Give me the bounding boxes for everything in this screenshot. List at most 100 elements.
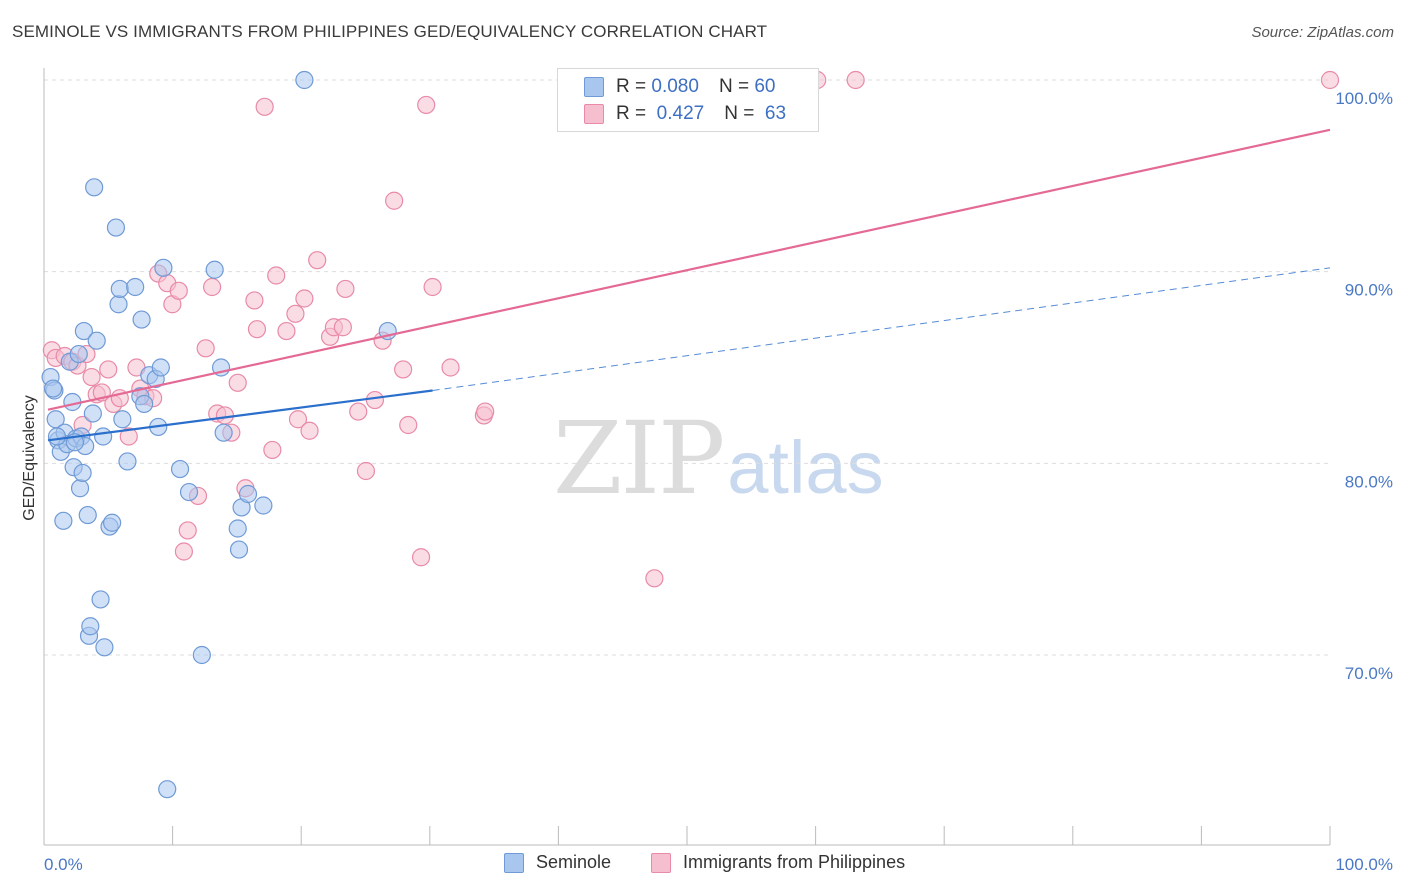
seminole-point xyxy=(83,404,102,423)
seminole-point xyxy=(87,331,106,350)
x-tick-label: 100.0% xyxy=(1335,855,1393,874)
legend-n-value: 63 xyxy=(764,103,787,124)
legend-row-philippines: R = 0.427 N = 63 xyxy=(584,102,786,126)
philippines-point xyxy=(399,415,418,435)
philippines-point xyxy=(247,320,267,339)
y-tick-label: 80.0% xyxy=(1345,472,1393,491)
philippines-point xyxy=(228,373,247,392)
seminole-swatch xyxy=(584,77,604,97)
philippines-point xyxy=(417,95,436,115)
legend-r-label: R = xyxy=(616,76,647,97)
seminole-point xyxy=(135,394,154,414)
legend-r-label: R = xyxy=(616,103,647,124)
seminole-point xyxy=(158,780,177,799)
stats-legend: R = 0.080 N = 60 R = 0.427 N = 63 xyxy=(557,68,819,132)
philippines-point xyxy=(1320,70,1340,90)
seminole-point xyxy=(95,638,114,657)
seminole-point xyxy=(228,519,247,538)
philippines-point xyxy=(267,266,286,285)
philippines-point xyxy=(411,548,431,567)
y-tick-labels: 70.0% 80.0% 90.0% 100.0% xyxy=(1335,89,1393,683)
philippines-point xyxy=(255,97,274,116)
philippines-point xyxy=(277,321,296,341)
watermark-zip: ZIP xyxy=(553,400,725,517)
seminole-point xyxy=(254,496,273,515)
seminole-point xyxy=(109,295,128,314)
philippines-point xyxy=(99,360,118,379)
philippines-point xyxy=(333,318,352,337)
seminole-point xyxy=(74,321,93,341)
philippines-point xyxy=(846,70,865,90)
legend-n-label: N = xyxy=(724,103,755,124)
philippines-point xyxy=(169,281,188,300)
x-tick-labels: 0.0% 100.0% xyxy=(44,855,1393,874)
seminole-point xyxy=(151,358,170,377)
y-tick-label: 100.0% xyxy=(1335,89,1393,108)
seminole-point xyxy=(91,590,110,609)
philippines-point xyxy=(245,291,264,310)
chart-source: Source: ZipAtlas.com xyxy=(1251,24,1394,41)
seminole-point xyxy=(154,258,173,277)
philippines-point xyxy=(196,339,215,358)
seminole-point xyxy=(118,452,137,471)
y-tick-label: 90.0% xyxy=(1345,281,1393,300)
seminole-point xyxy=(238,484,258,504)
philippines-point xyxy=(286,304,305,323)
philippines-point xyxy=(423,277,442,297)
philippines-point xyxy=(119,427,138,446)
x-ticks xyxy=(43,826,1331,845)
seminole-point xyxy=(73,463,92,483)
philippines-point xyxy=(178,521,197,540)
x-tick-label: 0.0% xyxy=(44,855,83,874)
seminole-point xyxy=(113,410,132,429)
philippines-trend-line xyxy=(47,128,1331,411)
philippines-point xyxy=(476,402,495,421)
seminole-point xyxy=(229,540,249,559)
philippines-point xyxy=(336,279,355,299)
seminole-point xyxy=(106,218,126,237)
seminole-swatch xyxy=(504,852,524,873)
y-tick-label: 70.0% xyxy=(1345,664,1393,683)
seminole-point xyxy=(110,279,129,299)
philippines-point xyxy=(441,358,460,377)
seminole-point xyxy=(170,459,190,479)
philippines-point xyxy=(385,191,404,210)
philippines-swatch xyxy=(651,852,671,873)
philippines-point xyxy=(202,277,222,297)
philippines-point xyxy=(295,289,314,308)
philippines-point xyxy=(300,421,319,440)
legend-r-value: 0.427 xyxy=(656,103,705,124)
legend-n-value: 60 xyxy=(754,76,776,97)
legend-r-value: 0.080 xyxy=(651,76,699,97)
seminole-point xyxy=(94,427,113,446)
chart-title: SEMINOLE VS IMMIGRANTS FROM PHILIPPINES … xyxy=(12,22,768,41)
watermark: ZIPatlas xyxy=(553,400,884,517)
seminole-point xyxy=(132,310,151,329)
seminole-trend-extension xyxy=(432,267,1331,391)
philippines-point xyxy=(174,542,193,561)
philippines-point xyxy=(356,461,376,481)
seminole-point xyxy=(78,505,97,525)
philippines-point xyxy=(288,410,308,429)
bottom-legend-philippines: Immigrants from Philippines xyxy=(651,852,905,873)
seminole-points xyxy=(41,70,397,799)
seminole-point xyxy=(70,479,90,498)
legend-row-seminole: R = 0.080 N = 60 xyxy=(584,75,775,99)
seminole-point xyxy=(205,260,224,279)
philippines-point xyxy=(365,390,385,410)
philippines-point xyxy=(394,360,413,379)
watermark-atlas: atlas xyxy=(727,426,884,509)
philippines-label: Immigrants from Philippines xyxy=(683,852,906,872)
philippines-point xyxy=(645,569,664,588)
seminole-label: Seminole xyxy=(536,852,612,872)
seminole-point xyxy=(295,70,314,90)
seminole-point xyxy=(85,178,104,197)
seminole-point xyxy=(81,617,100,636)
axes xyxy=(43,68,1330,846)
seminole-point xyxy=(54,511,73,530)
seminole-point xyxy=(179,482,199,502)
seminole-trend-line xyxy=(47,389,433,442)
trend-lines xyxy=(47,128,1331,442)
seminole-point xyxy=(69,344,88,364)
